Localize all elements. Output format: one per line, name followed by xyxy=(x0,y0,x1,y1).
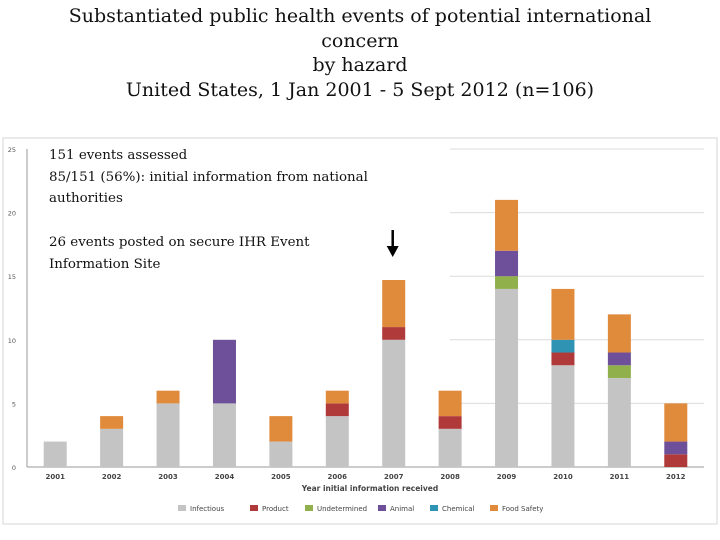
bar-segment-infectious-2005 xyxy=(269,441,293,467)
callout-posted: 26 events posted on secure IHR Event Inf… xyxy=(49,232,310,275)
y-tick-label: 10 xyxy=(8,337,16,345)
x-tick-label: 2005 xyxy=(271,473,291,481)
x-tick-label: 2004 xyxy=(215,473,235,481)
legend-swatch-food-safety xyxy=(490,505,498,511)
legend-label: Chemical xyxy=(442,505,475,513)
chart-frame xyxy=(2,137,718,525)
callout-assessed: 151 events assessed 85/151 (56%): initia… xyxy=(49,145,368,210)
bar-segment-food-safety-2011 xyxy=(607,314,631,353)
bar-segment-food-safety-2005 xyxy=(269,416,293,442)
legend-label: Infectious xyxy=(190,505,225,513)
legend-swatch-animal xyxy=(378,505,386,511)
title-line-1: Substantiated public health events of po… xyxy=(68,5,652,27)
bar-segment-animal-2004 xyxy=(212,339,236,404)
bar-segment-infectious-2008 xyxy=(438,428,462,467)
bar-segment-food-safety-2009 xyxy=(495,199,519,251)
callout-line-2: 85/151 (56%): initial information from n… xyxy=(49,169,368,185)
x-tick-label: 2003 xyxy=(158,473,178,481)
y-tick-label: 25 xyxy=(8,146,16,154)
bar-segment-infectious-2010 xyxy=(551,365,575,467)
y-tick-label: 5 xyxy=(12,400,16,408)
legend-swatch-undetermined xyxy=(305,505,313,511)
bar-segment-food-safety-2003 xyxy=(156,390,180,404)
bar-segment-animal-2012 xyxy=(664,441,688,455)
legend-label: Product xyxy=(262,505,289,513)
x-tick-label: 2006 xyxy=(328,473,348,481)
bar-segment-undetermined-2009 xyxy=(495,276,519,289)
callout-line-3: authorities xyxy=(49,191,123,206)
bar-segment-animal-2011 xyxy=(607,352,631,366)
chart-title: Substantiated public health events of po… xyxy=(0,4,720,102)
y-tick-label: 15 xyxy=(8,273,16,281)
bar-segment-infectious-2006 xyxy=(325,416,349,467)
callout-line-1: 151 events assessed xyxy=(49,148,188,163)
bar-segment-product-2010 xyxy=(551,352,575,366)
bar-segment-infectious-2002 xyxy=(100,428,124,467)
x-tick-label: 2012 xyxy=(666,473,686,481)
y-tick-label: 20 xyxy=(8,210,16,218)
bar-segment-infectious-2007 xyxy=(382,339,406,467)
bar-segment-product-2007 xyxy=(382,327,406,340)
callout-line-4: 26 events posted on secure IHR Event xyxy=(49,235,310,250)
legend-label: Undetermined xyxy=(317,505,367,513)
bar-segment-product-2008 xyxy=(438,416,462,429)
bar-segment-food-safety-2012 xyxy=(664,403,688,442)
stacked-bar-chart: 0 5 10 15 20 25 2001 2002 2003 2004 2005 2006 2007 20… xyxy=(2,137,718,525)
x-tick-label: 2009 xyxy=(497,473,517,481)
bar-segment-food-safety-2006 xyxy=(325,390,349,404)
x-tick-label: 2008 xyxy=(440,473,460,481)
bar-segment-food-safety-2002 xyxy=(100,416,124,429)
bar-segment-chemical-2010 xyxy=(551,339,575,353)
callout-line-5: Information Site xyxy=(49,256,161,272)
legend-swatch-product xyxy=(250,505,258,511)
bar-segment-product-2012 xyxy=(664,454,688,467)
bar-segment-food-safety-2008 xyxy=(438,390,462,417)
y-tick-label: 0 xyxy=(12,464,16,472)
title-line-3: by hazard xyxy=(312,54,408,76)
legend-label: Food Safety xyxy=(502,505,543,513)
bar-segment-food-safety-2007 xyxy=(382,280,406,328)
legend-swatch-chemical xyxy=(430,505,438,511)
bar-segment-infectious-2009 xyxy=(495,288,519,467)
title-line-2: concern xyxy=(321,29,399,52)
legend-label: Animal xyxy=(390,505,414,513)
legend-swatch-infectious xyxy=(178,505,186,511)
bar-segment-infectious-2003 xyxy=(156,403,180,467)
x-axis-title: Year initial information received xyxy=(301,484,438,493)
bar-segment-product-2006 xyxy=(325,403,349,417)
bar-segment-infectious-2001 xyxy=(43,441,67,467)
x-tick-label: 2011 xyxy=(610,473,630,481)
title-line-4: United States, 1 Jan 2001 - 5 Sept 2012 … xyxy=(125,78,595,101)
x-tick-label: 2001 xyxy=(45,473,65,481)
annotation-arrow-head xyxy=(386,246,399,257)
x-tick-label: 2002 xyxy=(102,473,122,481)
bar-segment-infectious-2004 xyxy=(212,403,236,467)
bar-segment-infectious-2011 xyxy=(607,377,631,467)
bar-segment-animal-2009 xyxy=(495,250,519,277)
x-tick-label: 2007 xyxy=(384,473,404,481)
bar-segment-undetermined-2011 xyxy=(607,365,631,378)
x-tick-label: 2010 xyxy=(553,473,573,481)
bar-segment-food-safety-2010 xyxy=(551,288,575,340)
